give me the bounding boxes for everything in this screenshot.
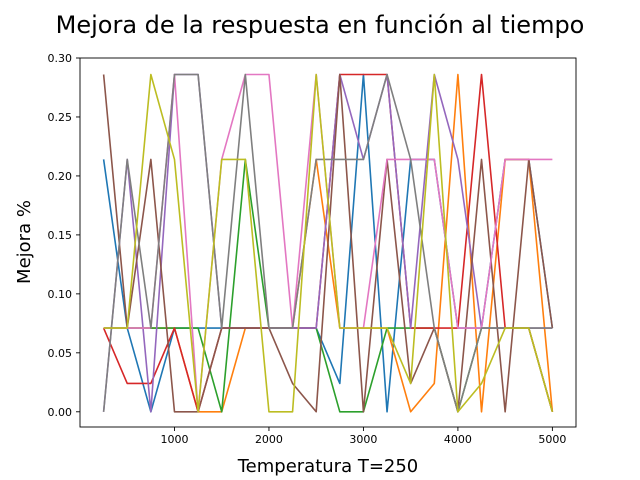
- series-layer: [102, 73, 554, 413]
- y-axis-label: Mejora %: [14, 200, 35, 284]
- y-tick-label: 0.20: [48, 170, 73, 183]
- chart-title: Mejora de la respuesta en función al tie…: [56, 11, 585, 39]
- series-line-6: [102, 73, 554, 413]
- y-tick-label: 0.25: [48, 111, 73, 124]
- x-tick-label: 1000: [160, 433, 188, 446]
- x-axis-ticks: 1000 2000 3000 4000 5000: [160, 427, 566, 446]
- y-tick-label: 0.00: [48, 406, 73, 419]
- y-tick-label: 0.15: [48, 229, 73, 242]
- series-line-8: [102, 73, 553, 413]
- y-tick-label: 0.30: [48, 52, 73, 65]
- y-tick-label: 0.10: [48, 288, 73, 301]
- plot-frame: [79, 57, 577, 428]
- x-tick-label: 2000: [255, 433, 283, 446]
- x-axis-label: Temperatura T=250: [237, 456, 419, 477]
- series-line-9: [103, 73, 554, 413]
- x-tick-label: 5000: [538, 433, 566, 446]
- y-tick-label: 0.05: [48, 347, 73, 360]
- x-tick-label: 3000: [349, 433, 377, 446]
- y-axis-ticks: 0.00 0.05 0.10 0.15 0.20 0.25 0.30: [48, 52, 80, 419]
- x-tick-label: 4000: [444, 433, 472, 446]
